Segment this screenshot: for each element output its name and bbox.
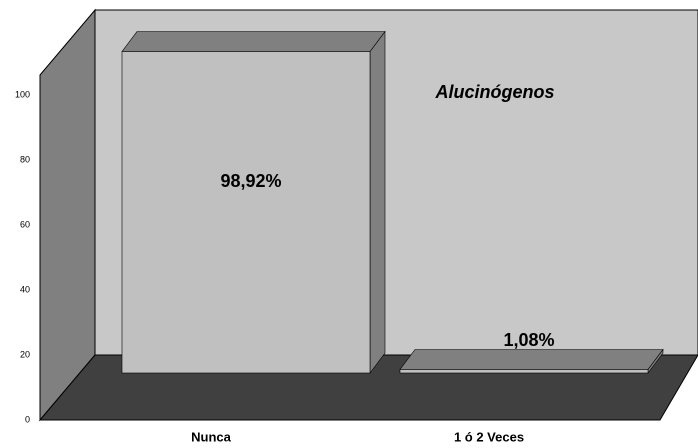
- bar-top: [121, 31, 386, 52]
- y-tick-label: 60: [20, 219, 30, 229]
- value-label: 1,08%: [503, 330, 554, 350]
- y-tick-label: 0: [25, 414, 30, 424]
- bar-top: [399, 349, 664, 370]
- bar: [399, 369, 649, 374]
- y-tick-label: 80: [20, 154, 30, 164]
- chart-title: Alucinógenos: [434, 82, 554, 102]
- bar: [121, 51, 371, 374]
- x-tick-label: Nunca: [191, 429, 232, 444]
- side-wall: [39, 8, 96, 422]
- value-label: 98,92%: [220, 171, 281, 191]
- y-tick-label: 40: [20, 284, 30, 294]
- y-tick-label: 100: [15, 89, 30, 99]
- x-tick-label: 1 ó 2 Veces: [454, 429, 524, 444]
- bar-side: [369, 30, 386, 374]
- y-tick-label: 20: [20, 349, 30, 359]
